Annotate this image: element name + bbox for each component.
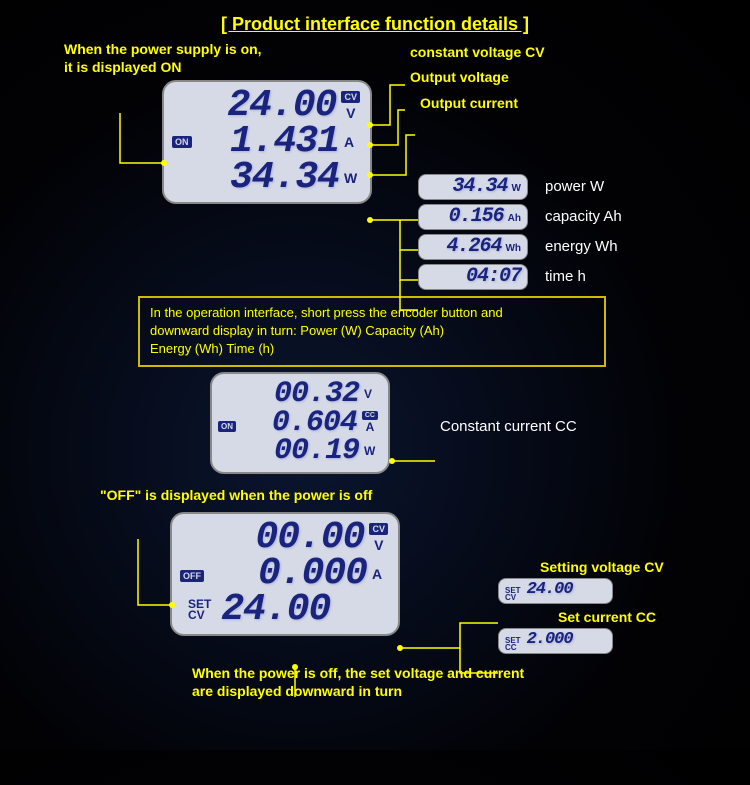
lcd-cc: ON 00.32 V 0.604 CC A 00.19 W: [210, 372, 390, 474]
output-current-label: Output current: [420, 94, 518, 112]
power-label: power W: [545, 178, 604, 195]
energy-value: 4.264: [446, 237, 501, 257]
output-voltage-label: Output voltage: [410, 68, 509, 86]
set-cc-value: 2.000: [527, 631, 573, 648]
w-unit-2: W: [364, 444, 378, 458]
lcd3-voltage: 00.00: [255, 520, 364, 556]
v-unit-3: V: [374, 537, 383, 553]
lcd2-power: 00.19: [274, 437, 359, 466]
energy-unit: Wh: [505, 243, 521, 254]
set-cv-badge: SET CV: [505, 587, 521, 601]
readout-time: 04:07: [418, 264, 528, 290]
power-unit: W: [512, 183, 521, 194]
readout-energy: 4.264 Wh: [418, 234, 528, 260]
cc-badge: CC: [362, 411, 378, 420]
lcd3-current: 0.000: [258, 556, 367, 592]
bottom-note: When the power is off, the set voltage a…: [192, 664, 524, 700]
capacity-value: 0.156: [449, 207, 504, 227]
time-value: 04:07: [466, 267, 521, 287]
capacity-unit: Ah: [508, 213, 521, 224]
off-badge: OFF: [180, 570, 204, 582]
v-unit: V: [346, 105, 355, 121]
set-cv-value: 24.00: [527, 581, 573, 598]
on-note-label: When the power supply is on, it is displ…: [64, 40, 262, 76]
set-voltage-label: Setting voltage CV: [540, 558, 664, 576]
v-unit-2: V: [364, 387, 378, 401]
lcd1-power: 34.34: [230, 160, 339, 196]
lcd3-setv: 24.00: [221, 592, 330, 628]
readout-set-cc: SET CC 2.000: [498, 628, 613, 654]
time-label: time h: [545, 268, 586, 285]
on-badge: ON: [172, 136, 192, 148]
energy-label: energy Wh: [545, 238, 618, 255]
readout-power: 34.34 W: [418, 174, 528, 200]
page-title: [ Product interface function details ]: [0, 0, 750, 35]
power-value: 34.34: [453, 177, 508, 197]
operation-note: In the operation interface, short press …: [138, 296, 606, 367]
a-unit-2: A: [366, 420, 375, 434]
lcd2-current: 0.604: [272, 409, 357, 438]
readout-capacity: 0.156 Ah: [418, 204, 528, 230]
readout-set-cv: SET CV 24.00: [498, 578, 613, 604]
cc-label: Constant current CC: [440, 418, 577, 435]
cv-label: constant voltage CV: [410, 43, 545, 61]
lcd1-voltage: 24.00: [227, 88, 336, 124]
set-current-label: Set current CC: [558, 608, 656, 626]
lcd-off: OFF 00.00 CV V 0.000 A SET CV 24.00: [170, 512, 400, 636]
on-badge-2: ON: [218, 421, 236, 432]
w-unit: W: [344, 170, 360, 186]
a-unit: A: [344, 134, 360, 150]
a-unit-3: A: [372, 566, 388, 582]
set-cv-label-lcd: SET CV: [188, 599, 211, 621]
cv-badge: CV: [341, 91, 360, 103]
cv-badge-3: CV: [369, 523, 388, 535]
lcd-main: ON 24.00 CV V 1.431 A 34.34 W: [162, 80, 372, 204]
capacity-label: capacity Ah: [545, 208, 622, 225]
off-note-label: "OFF" is displayed when the power is off: [100, 486, 372, 504]
set-cc-badge: SET CC: [505, 637, 521, 651]
lcd1-current: 1.431: [230, 124, 339, 160]
lcd2-voltage: 00.32: [274, 380, 359, 409]
